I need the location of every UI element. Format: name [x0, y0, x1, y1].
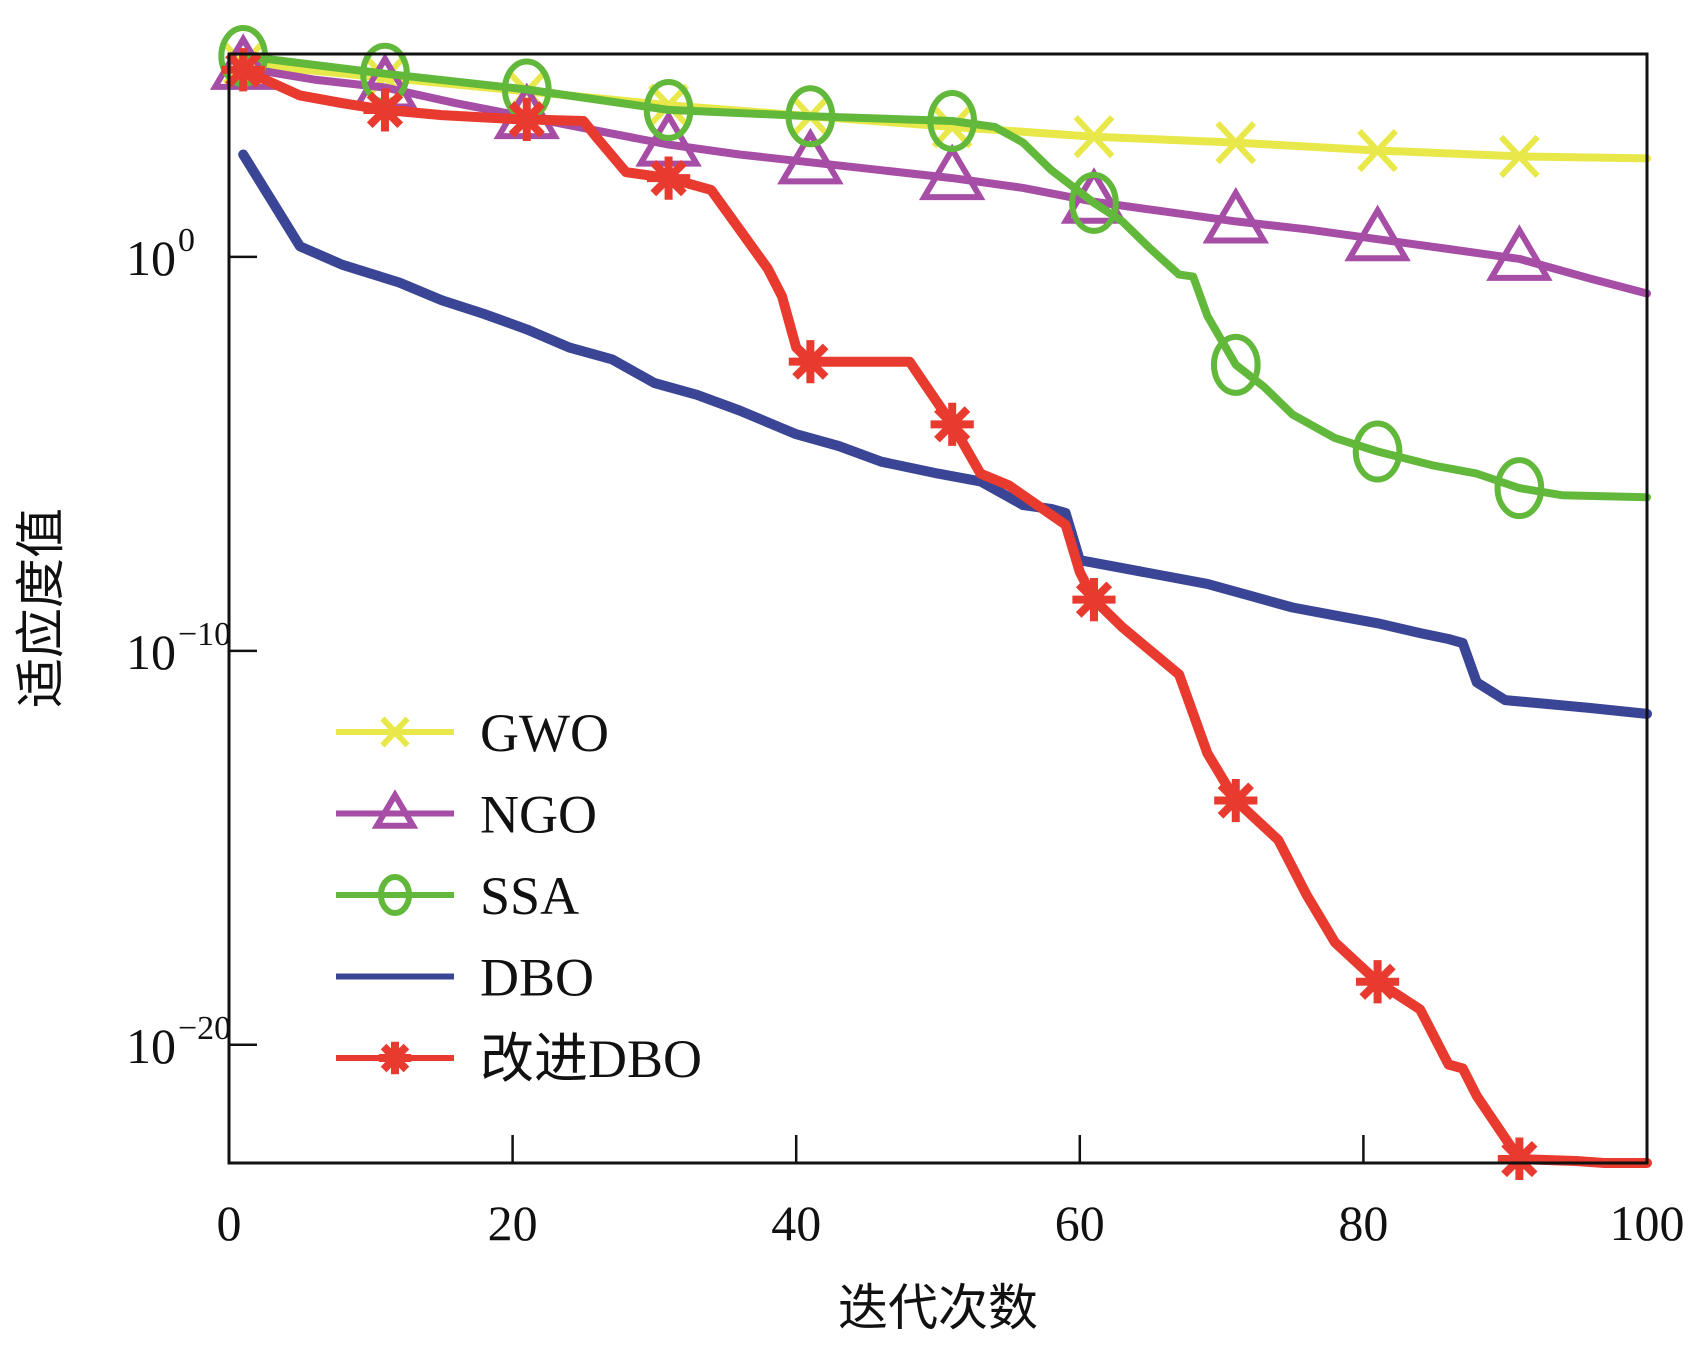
- legend-item-improved-dbo: 改进DBO: [336, 1029, 702, 1089]
- data-point-marker: [1486, 224, 1553, 281]
- legend-marker-icon: [380, 716, 410, 748]
- data-point-marker: [1214, 778, 1258, 823]
- data-point-marker: [1344, 204, 1411, 262]
- data-point-marker: [1357, 128, 1398, 173]
- series-line-ssa: [239, 52, 1651, 502]
- plot-frame: [227, 52, 1649, 1165]
- data-point-marker: [788, 340, 832, 384]
- y-tick-exponent: 0: [178, 222, 195, 259]
- series-improved-dbo: [221, 48, 1652, 1180]
- legend-label: SSA: [480, 866, 579, 926]
- x-tick-label: 80: [1338, 1195, 1388, 1251]
- y-tick-label: 10: [126, 1018, 176, 1074]
- x-axis-ticks: 0 20 40 60 80 100: [217, 1135, 1685, 1251]
- legend-item-gwo: GWO: [336, 703, 609, 763]
- x-tick-label: 40: [771, 1195, 821, 1251]
- data-point-marker: [1215, 121, 1257, 165]
- legend-label: 改进DBO: [480, 1029, 702, 1089]
- y-tick-exponent: −10: [178, 616, 231, 653]
- y-axis-title: 适应度值: [12, 508, 70, 708]
- data-point-marker: [918, 143, 986, 201]
- legend-marker-icon: [371, 789, 419, 829]
- data-point-marker: [1352, 420, 1403, 483]
- x-tick-label: 60: [1055, 1195, 1105, 1251]
- data-point-marker: [1355, 960, 1400, 1004]
- legend: GWO NGO SSA DBO 改进DBO: [336, 703, 702, 1089]
- data-point-marker: [785, 85, 836, 148]
- data-point-marker: [931, 105, 973, 149]
- data-point-marker: [363, 88, 407, 132]
- data-point-marker: [1498, 134, 1540, 178]
- series-ssa: [218, 24, 1651, 520]
- x-tick-label: 0: [217, 1195, 242, 1251]
- data-point-marker: [1069, 171, 1119, 234]
- data-point-marker: [777, 127, 844, 185]
- legend-item-ssa: SSA: [336, 866, 579, 926]
- y-tick-label: 10: [126, 230, 176, 286]
- legend-label: GWO: [480, 703, 609, 763]
- y-tick-exponent: −20: [178, 1010, 231, 1047]
- legend-label: DBO: [480, 948, 594, 1008]
- legend-item-ngo: NGO: [336, 785, 597, 845]
- data-point-marker: [505, 97, 549, 141]
- data-point-marker: [927, 89, 978, 152]
- legend-item-dbo: DBO: [336, 948, 594, 1008]
- series-line-ngo: [239, 63, 1651, 298]
- data-point-marker: [930, 402, 974, 446]
- y-tick-label: 10: [126, 624, 176, 680]
- data-point-marker: [643, 78, 694, 141]
- data-point-marker: [1497, 1137, 1541, 1180]
- x-tick-label: 100: [1610, 1195, 1685, 1251]
- legend-marker-icon: [377, 874, 413, 916]
- x-tick-label: 20: [488, 1195, 538, 1251]
- data-point-marker: [648, 83, 689, 127]
- data-point-marker: [646, 156, 691, 200]
- data-point-marker: [1073, 115, 1115, 159]
- data-point-marker: [1494, 457, 1545, 520]
- series-layer: [209, 24, 1652, 1180]
- data-point-marker: [1210, 333, 1261, 396]
- legend-label: NGO: [480, 785, 597, 845]
- x-axis-title: 迭代次数: [838, 1279, 1038, 1337]
- series-line-improved-dbo: [238, 64, 1652, 1168]
- data-point-marker: [1072, 578, 1116, 622]
- legend-marker-icon: [378, 1041, 412, 1075]
- data-point-marker: [1202, 186, 1270, 244]
